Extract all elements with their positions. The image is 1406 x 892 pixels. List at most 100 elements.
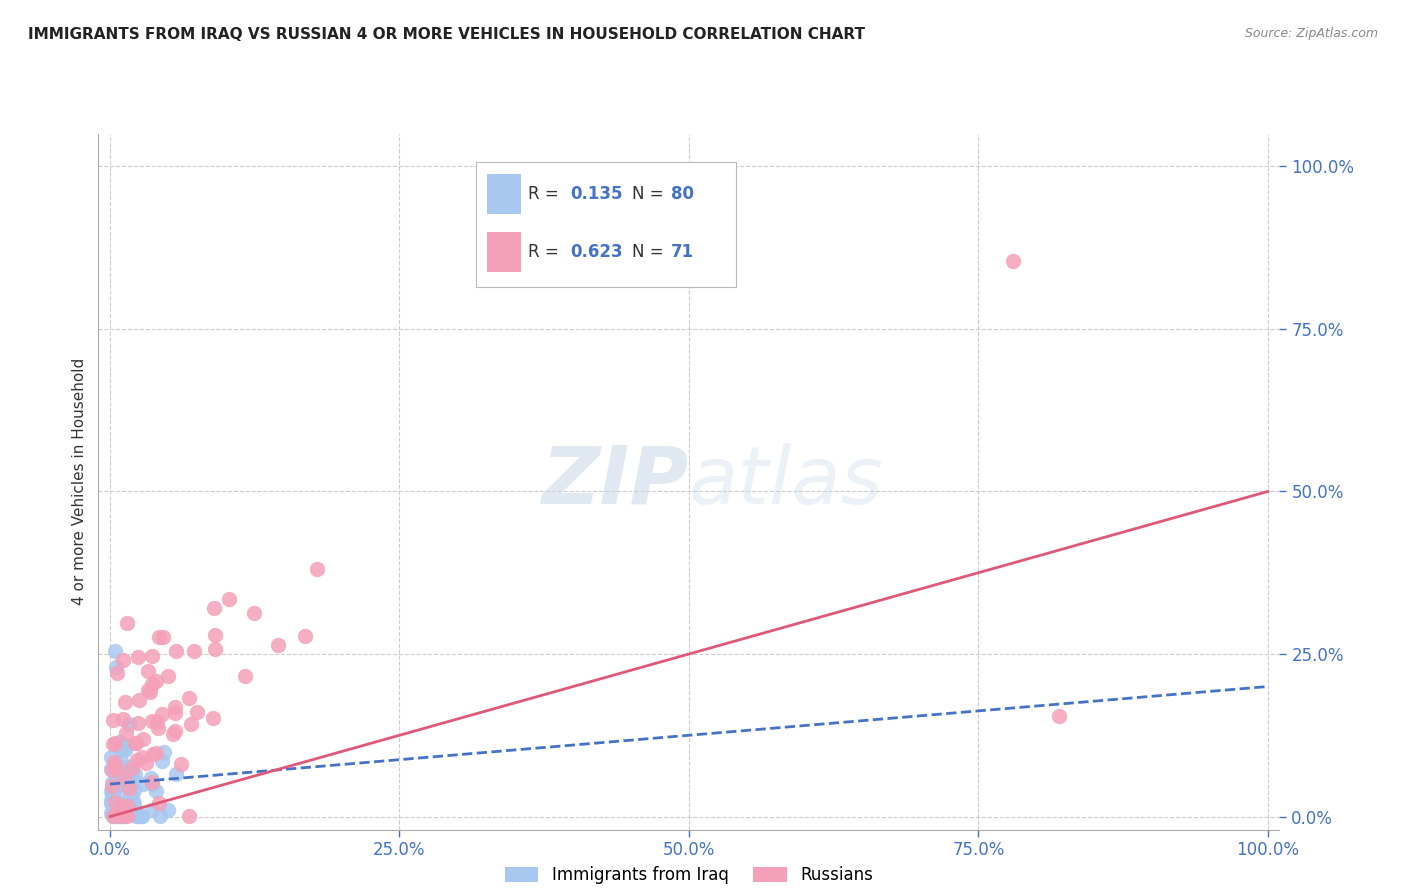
Point (108, 734, 131, 748)
Point (127, 650, 149, 665)
Point (101, 789, 124, 804)
Point (100, 750, 122, 764)
Point (136, 682, 159, 697)
Point (177, 691, 200, 706)
Point (110, 802, 132, 816)
Point (141, 777, 163, 791)
Point (115, 809, 138, 823)
Point (100, 784, 122, 798)
Point (101, 809, 124, 823)
Point (104, 777, 127, 791)
Point (121, 761, 143, 775)
Point (121, 759, 143, 773)
Point (183, 644, 205, 658)
Point (163, 706, 186, 720)
Point (100, 794, 122, 808)
Point (101, 776, 124, 790)
Text: R =: R = (529, 186, 564, 203)
Point (112, 742, 135, 756)
Point (108, 809, 131, 823)
Text: atlas: atlas (689, 442, 884, 521)
Point (1002, 253, 1025, 268)
Point (108, 767, 131, 781)
Point (114, 742, 136, 756)
Point (128, 693, 150, 707)
Point (153, 745, 176, 759)
Point (131, 809, 153, 823)
Legend: Immigrants from Iraq, Russians: Immigrants from Iraq, Russians (498, 860, 880, 891)
Point (121, 790, 143, 805)
Point (150, 755, 173, 769)
Point (100, 805, 122, 820)
Point (124, 767, 146, 781)
Point (165, 767, 187, 781)
Point (110, 760, 132, 774)
Point (117, 791, 139, 805)
Text: N =: N = (633, 243, 669, 260)
Point (103, 797, 125, 811)
Point (111, 712, 134, 726)
Point (307, 561, 329, 575)
Point (105, 809, 128, 823)
Point (145, 784, 167, 798)
Point (118, 774, 141, 789)
Point (110, 735, 132, 749)
Point (105, 806, 128, 821)
Point (165, 644, 187, 658)
Text: 71: 71 (671, 243, 695, 260)
Point (110, 774, 132, 789)
Text: Source: ZipAtlas.com: Source: ZipAtlas.com (1244, 27, 1378, 40)
Point (100, 763, 122, 777)
Point (112, 764, 135, 779)
Point (204, 641, 226, 656)
Point (112, 770, 135, 784)
Point (104, 736, 127, 750)
Point (107, 774, 129, 789)
Point (103, 756, 125, 770)
Point (141, 649, 163, 664)
Point (107, 809, 129, 823)
Point (111, 799, 134, 814)
Point (131, 750, 153, 764)
Point (101, 737, 124, 751)
Point (124, 736, 146, 750)
Point (152, 630, 174, 644)
Point (100, 789, 122, 804)
Point (122, 797, 145, 811)
Point (105, 797, 128, 811)
Point (103, 792, 125, 806)
Point (107, 799, 129, 814)
Point (112, 652, 135, 666)
Point (115, 739, 138, 754)
Text: 0.135: 0.135 (569, 186, 623, 203)
Point (114, 695, 136, 709)
Point (111, 798, 134, 813)
Point (111, 741, 134, 756)
Point (148, 630, 170, 644)
Point (104, 781, 127, 796)
Point (111, 770, 134, 784)
Point (142, 747, 165, 761)
Point (131, 809, 153, 823)
Point (105, 807, 128, 822)
Point (117, 799, 139, 814)
Point (105, 803, 128, 817)
Point (135, 756, 157, 771)
Point (104, 644, 127, 658)
Point (108, 804, 131, 818)
Point (145, 746, 167, 760)
Point (104, 774, 127, 789)
Text: 80: 80 (671, 186, 695, 203)
Point (202, 711, 225, 725)
Point (117, 795, 139, 809)
Point (294, 629, 316, 643)
Text: 0.623: 0.623 (569, 243, 623, 260)
Point (132, 776, 155, 790)
Point (111, 804, 134, 818)
Point (145, 673, 167, 688)
Point (105, 794, 128, 808)
Point (118, 717, 141, 731)
Point (141, 676, 163, 690)
Point (127, 809, 149, 823)
Point (114, 806, 136, 821)
